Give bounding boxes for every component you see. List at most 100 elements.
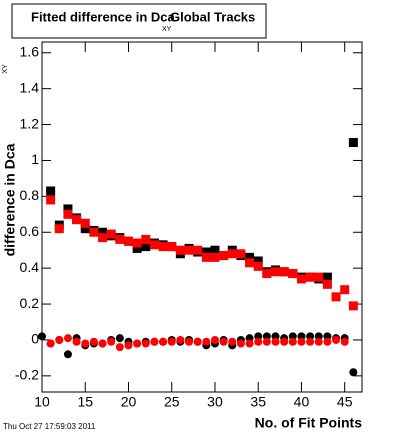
x-tick-label: 20 (121, 394, 137, 410)
square-marker (89, 227, 99, 237)
square-marker (193, 245, 203, 255)
circle-marker (133, 339, 142, 348)
square-marker (141, 234, 151, 244)
square-marker (149, 240, 159, 250)
circle-marker (340, 337, 349, 346)
square-marker (63, 209, 73, 219)
x-tick-label: 30 (207, 394, 223, 410)
square-marker (253, 261, 263, 271)
square-marker (322, 279, 332, 289)
circle-marker (262, 337, 271, 346)
circle-marker (202, 337, 211, 346)
circle-marker (150, 337, 159, 346)
square-marker (236, 249, 246, 259)
square-marker (141, 242, 151, 252)
chart-title: Fitted difference in Dca (31, 9, 176, 24)
circle-marker (306, 337, 315, 346)
circle-marker (176, 335, 185, 344)
x-tick-label: 35 (250, 394, 266, 410)
square-marker (201, 252, 211, 262)
circle-marker (38, 332, 46, 341)
y-tick-label: 1 (31, 151, 39, 167)
x-tick-label: 40 (294, 394, 310, 410)
circle-marker (167, 337, 176, 346)
square-marker (167, 242, 177, 252)
square-marker (227, 249, 237, 259)
circle-marker (219, 337, 228, 346)
square-marker (288, 269, 298, 279)
square-marker (279, 267, 289, 277)
square-marker (201, 247, 211, 257)
square-marker (305, 272, 315, 282)
circle-marker (46, 339, 55, 348)
square-marker (271, 267, 281, 277)
square-marker (210, 252, 220, 262)
x-tick-label: 45 (337, 394, 353, 410)
y-tick-label: -0.2 (15, 367, 39, 383)
circle-marker (245, 339, 254, 348)
y-tick-label: 1.2 (20, 115, 40, 131)
y-tick-label: 0.8 (20, 187, 40, 203)
title-subscript: XY (162, 26, 172, 33)
circle-marker (98, 339, 107, 348)
circle-marker (271, 337, 280, 346)
square-marker (331, 292, 341, 302)
circle-marker (210, 335, 219, 344)
circle-marker (185, 337, 194, 346)
x-tick-label: 25 (164, 394, 180, 410)
plot-frame (41, 41, 363, 393)
y-tick-label: 0 (31, 331, 39, 347)
square-marker (262, 269, 272, 279)
circle-marker (288, 337, 297, 346)
square-marker (219, 251, 229, 261)
square-marker (72, 215, 82, 225)
square-marker (123, 236, 133, 246)
circle-marker (297, 337, 306, 346)
square-marker (245, 252, 255, 262)
y-axis-label-subscript: XY (2, 64, 9, 74)
square-marker (98, 227, 108, 237)
y-tick-label: 1.6 (20, 43, 40, 59)
square-marker (175, 245, 185, 255)
square-marker (115, 234, 125, 244)
circle-marker (63, 350, 72, 359)
square-marker (80, 224, 90, 234)
circle-marker (349, 368, 358, 377)
y-tick-label: 0.2 (20, 295, 40, 311)
circle-marker (280, 337, 289, 346)
square-marker (106, 229, 116, 239)
square-marker (296, 274, 306, 284)
title-box (11, 3, 267, 39)
square-marker (63, 204, 73, 214)
circle-marker (81, 339, 90, 348)
square-marker (80, 218, 90, 228)
circle-marker (115, 334, 124, 343)
square-marker (348, 138, 358, 148)
circle-marker (72, 337, 81, 346)
y-axis-label: difference in Dca (2, 143, 18, 256)
square-marker (132, 243, 142, 253)
square-marker (98, 233, 108, 243)
circle-marker (323, 337, 332, 346)
square-marker (210, 245, 220, 255)
circle-marker (115, 343, 124, 352)
square-marker (46, 195, 56, 205)
square-marker (314, 272, 324, 282)
circle-marker (254, 337, 263, 346)
square-marker (132, 238, 142, 248)
circle-marker (107, 337, 116, 346)
square-marker (46, 186, 56, 196)
y-tick-label: 0.4 (20, 259, 40, 275)
square-marker (158, 242, 168, 252)
timestamp: Thu Oct 27 17:59:03 2011 (3, 422, 96, 431)
circle-marker (228, 337, 237, 346)
square-marker (322, 272, 332, 282)
x-axis-label: No. of Fit Points (255, 415, 363, 431)
square-marker (245, 258, 255, 268)
square-marker (340, 285, 350, 295)
square-marker (348, 301, 358, 311)
x-tick-label: 15 (77, 394, 93, 410)
